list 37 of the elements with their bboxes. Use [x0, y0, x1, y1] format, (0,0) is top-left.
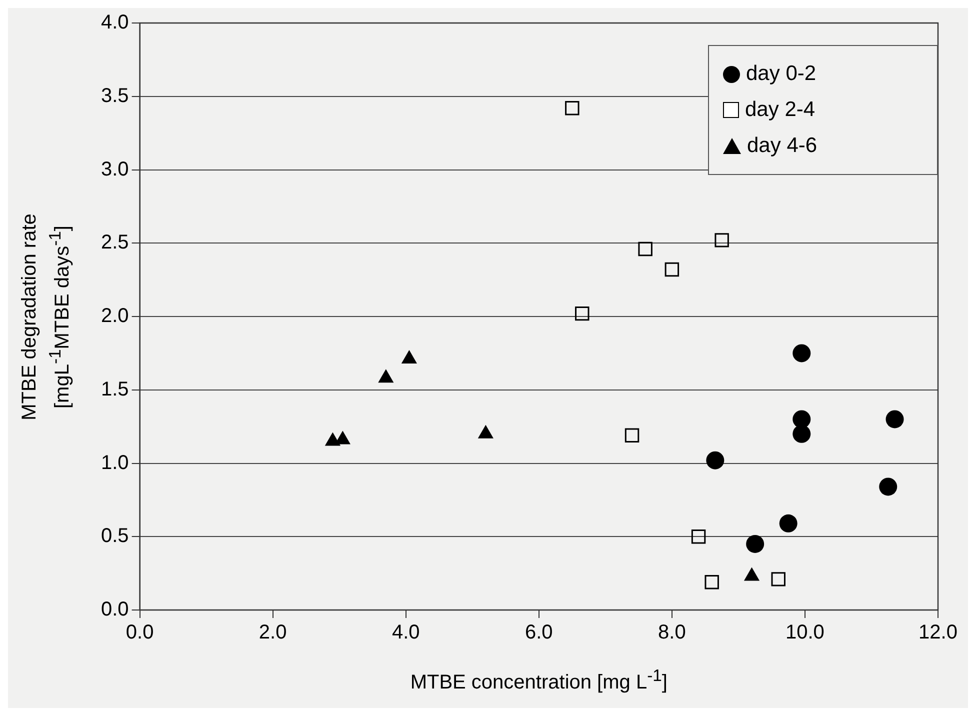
point: [792, 424, 811, 443]
x-tick-label: 0.0: [126, 622, 154, 644]
y-tick-label: 3.0: [100, 158, 129, 180]
legend-label: day 4-6: [747, 134, 818, 157]
point: [771, 572, 786, 586]
x-tick-label: 2.0: [258, 622, 287, 644]
point: [879, 478, 898, 496]
point: [746, 534, 764, 553]
y-tick-label: 4.0: [100, 12, 129, 34]
point: [704, 575, 719, 590]
y-tick-label: 1.5: [100, 378, 129, 400]
y-tick-label: 1.0: [100, 452, 129, 474]
y-tick-label: 3.5: [100, 84, 129, 107]
point: [714, 233, 729, 248]
point: [565, 101, 580, 116]
point: [638, 242, 652, 256]
x-tick-label: 6.0: [524, 622, 553, 644]
point: [706, 451, 724, 470]
legend-label: day 0-2: [746, 62, 816, 85]
point: [779, 514, 798, 532]
x-tick-label: 4.0: [392, 622, 420, 644]
point: [792, 344, 811, 362]
y-tick-label: 2.0: [100, 305, 129, 328]
point: [886, 410, 904, 428]
point: [691, 530, 706, 544]
point: [575, 306, 590, 321]
point: [664, 262, 680, 277]
x-axis-title: MTBE concentration [mg L$^{-1}$]: [409, 666, 668, 695]
y-tick-label: 0.5: [100, 525, 129, 548]
y-tick-label: 0.0: [100, 598, 129, 621]
legend-label: day 2-4: [745, 98, 816, 121]
y-tick-label: 2.5: [100, 232, 129, 254]
x-tick-label: 12.0: [918, 622, 958, 644]
x-tick-label: 10.0: [786, 622, 824, 644]
point: [792, 410, 811, 428]
point: [624, 428, 640, 442]
x-tick-label: 8.0: [658, 622, 686, 644]
